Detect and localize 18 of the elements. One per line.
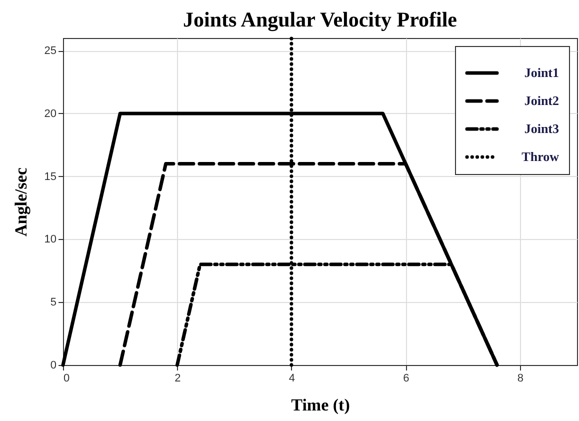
y-axis-title: Angle/sec bbox=[11, 167, 30, 236]
chart-title: Joints Angular Velocity Profile bbox=[183, 7, 457, 32]
x-tick-label: 4 bbox=[288, 372, 296, 384]
legend-label: Joint2 bbox=[524, 93, 559, 108]
x-tick-label: 0 bbox=[64, 372, 70, 384]
x-tick-label: 2 bbox=[174, 372, 181, 384]
legend-label: Joint3 bbox=[524, 121, 560, 136]
x-tick-label: 8 bbox=[517, 372, 524, 384]
y-tick-label: 20 bbox=[44, 108, 56, 120]
y-tick-label: 0 bbox=[50, 360, 56, 372]
y-tick-label: 25 bbox=[44, 45, 56, 58]
x-axis-title: Time (t) bbox=[291, 396, 350, 414]
y-tick-label: 10 bbox=[44, 234, 56, 246]
y-tick-label: 5 bbox=[50, 296, 56, 309]
legend-label: Joint1 bbox=[524, 65, 559, 80]
x-tick-label: 6 bbox=[403, 372, 410, 384]
legend-label: Throw bbox=[522, 149, 560, 164]
y-tick-label: 15 bbox=[44, 170, 56, 183]
